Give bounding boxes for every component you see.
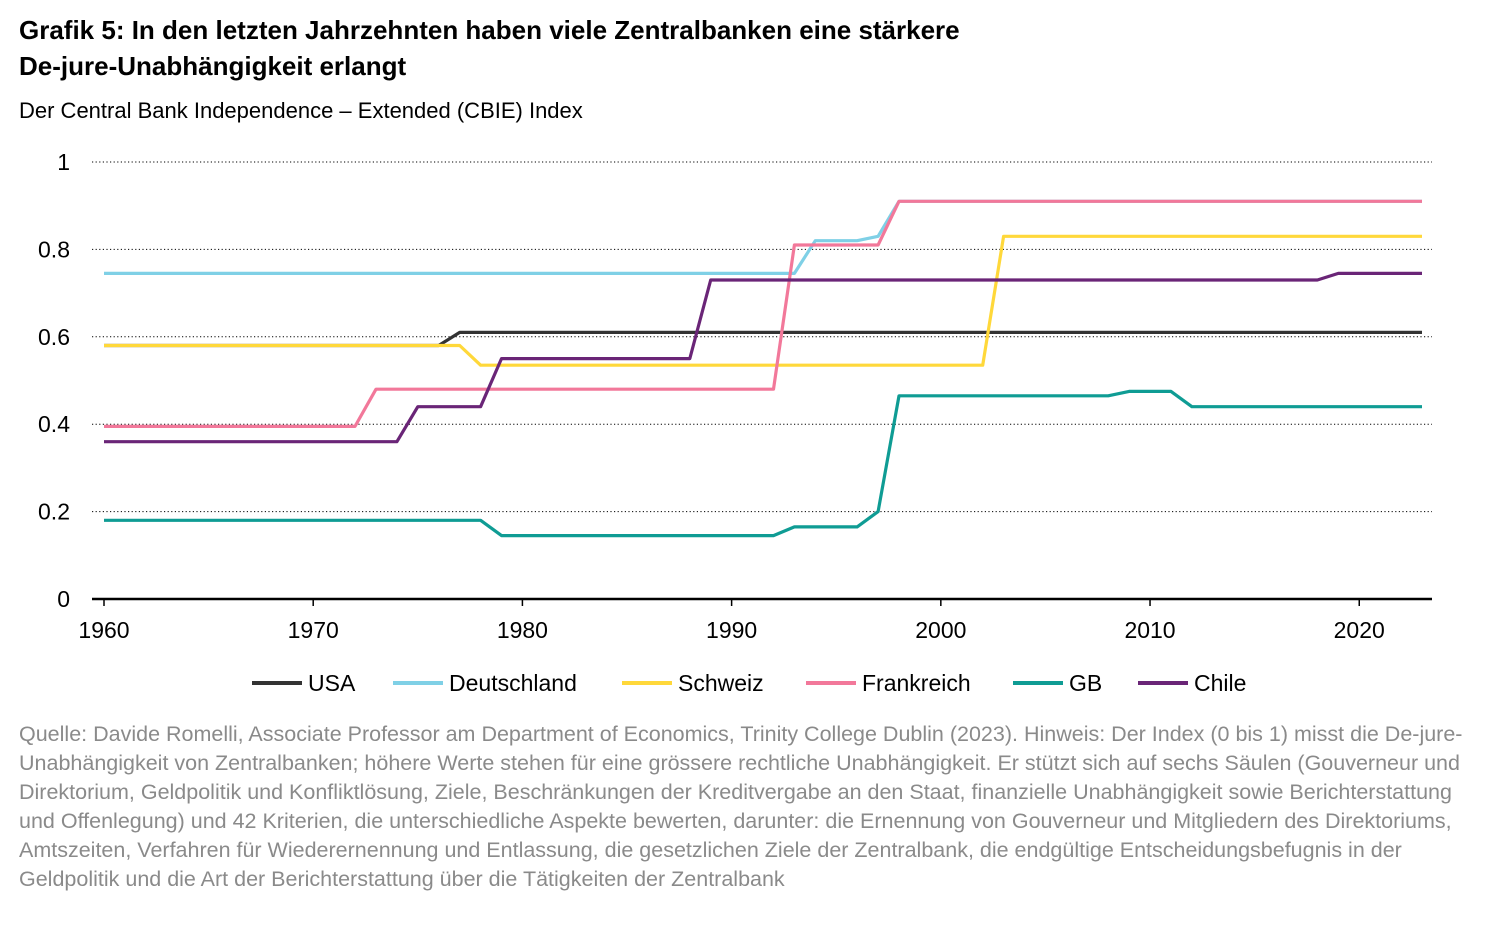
legend-label: Schweiz xyxy=(678,669,764,696)
series-line-schweiz xyxy=(104,234,1422,367)
legend-item-schweiz: Schweiz xyxy=(622,668,764,698)
legend-item-gb: GB xyxy=(1013,668,1102,698)
chart-legend: USA Deutschland Schweiz Frankreich GB Chile xyxy=(0,668,1500,698)
series-lines xyxy=(104,199,1422,538)
legend-label: Deutschland xyxy=(449,669,577,696)
y-tick-label: 0.4 xyxy=(38,411,70,437)
legend-label: Chile xyxy=(1194,669,1247,696)
series-line-gb xyxy=(104,389,1422,538)
y-tick-label: 0 xyxy=(57,586,70,612)
legend-swatch xyxy=(622,681,672,685)
x-tick-label: 1990 xyxy=(706,617,757,643)
legend-swatch xyxy=(1013,681,1063,685)
x-tick-label: 1970 xyxy=(288,617,339,643)
legend-item-deutschland: Deutschland xyxy=(393,668,577,698)
chart-title-line-2: De-jure-Unabhängigkeit erlangt xyxy=(19,51,407,81)
series-line-usa xyxy=(104,330,1422,348)
series-line-chile xyxy=(104,271,1422,444)
legend-swatch xyxy=(1138,681,1188,685)
legend-swatch xyxy=(393,681,443,685)
x-tick-label: 1980 xyxy=(497,617,548,643)
series-line-frankreich xyxy=(104,199,1422,428)
y-tick-label: 0.8 xyxy=(38,236,70,262)
chart-title-line-1: Grafik 5: In den letzten Jahrzehnten hab… xyxy=(19,15,960,45)
chart-title: Grafik 5: In den letzten Jahrzehnten hab… xyxy=(19,12,1479,84)
grid-lines xyxy=(92,161,1432,513)
legend-item-usa: USA xyxy=(252,668,355,698)
x-tick-label: 1960 xyxy=(78,617,129,643)
legend-swatch xyxy=(806,681,856,685)
x-tick-label: 2000 xyxy=(915,617,966,643)
line-chart: 0 0.2 0.4 0.6 0.8 1 1960 1970 1980 1990 2000 2010 2… xyxy=(38,149,1432,643)
y-tick-label: 0.2 xyxy=(38,499,70,525)
legend-swatch xyxy=(252,681,302,685)
chart-subtitle: Der Central Bank Independence – Extended… xyxy=(19,98,583,123)
legend-item-frankreich: Frankreich xyxy=(806,668,971,698)
x-axis: 1960 1970 1980 1990 2000 2010 2020 xyxy=(78,597,1432,643)
legend-label: USA xyxy=(308,669,356,696)
legend-item-chile: Chile xyxy=(1138,668,1246,698)
y-tick-label: 1 xyxy=(57,149,70,175)
y-axis-tick-labels: 0 0.2 0.4 0.6 0.8 1 xyxy=(38,149,70,612)
x-tick-label: 2020 xyxy=(1334,617,1385,643)
y-tick-label: 0.6 xyxy=(38,324,70,350)
legend-label: GB xyxy=(1069,669,1103,696)
x-tick-label: 2010 xyxy=(1124,617,1175,643)
legend-label: Frankreich xyxy=(862,669,971,696)
source-note: Quelle: Davide Romelli, Associate Profes… xyxy=(19,722,1463,891)
